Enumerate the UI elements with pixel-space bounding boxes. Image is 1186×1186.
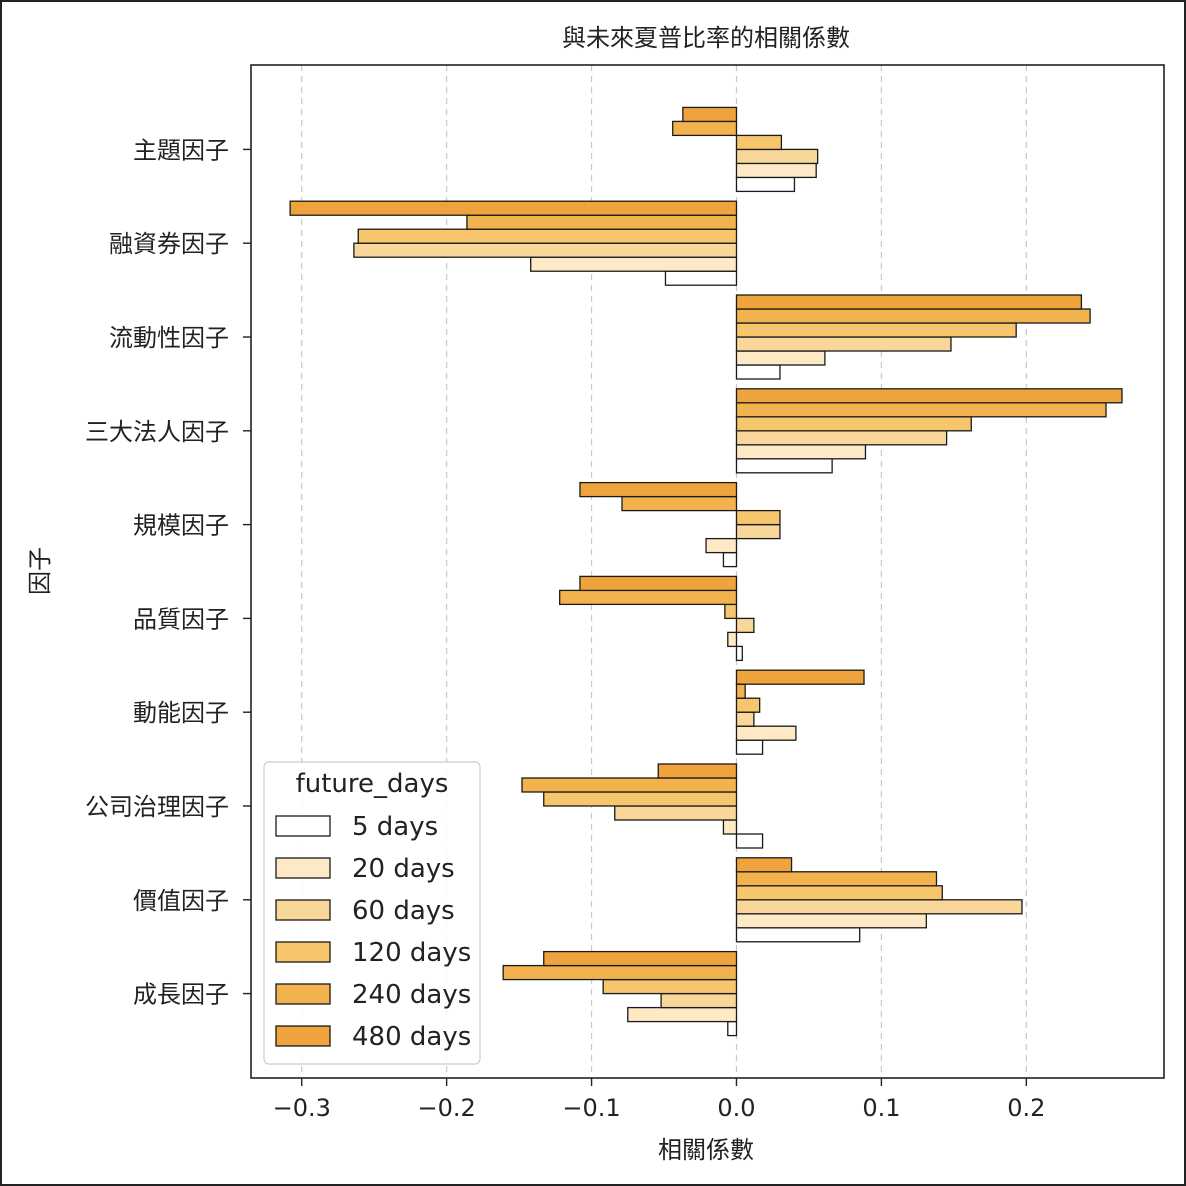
bar (735, 857, 793, 873)
legend-swatch (275, 857, 331, 879)
bar (724, 603, 738, 620)
bar (735, 294, 1083, 310)
bar (543, 950, 738, 967)
bar (727, 631, 738, 648)
category-label: 價值因子 (133, 887, 229, 915)
category-label: 規模因子 (133, 512, 229, 540)
legend-label: 120 days (352, 938, 471, 968)
bar (353, 242, 738, 258)
legend-swatch (275, 899, 331, 921)
bar (735, 336, 952, 352)
bar (735, 350, 826, 366)
bar (735, 509, 781, 526)
bar (660, 992, 738, 1009)
bar (735, 899, 1023, 915)
bar (722, 819, 738, 835)
bar (735, 308, 1091, 324)
bar (735, 871, 938, 887)
legend-swatch (275, 1025, 331, 1047)
category-label: 公司治理因子 (85, 793, 229, 821)
bar (722, 551, 738, 568)
bar (672, 120, 738, 137)
bar (735, 645, 743, 662)
bar (735, 430, 948, 446)
bar (735, 617, 755, 634)
x-tick-label: 0.2 (1007, 1094, 1045, 1122)
bar (579, 481, 738, 498)
category-label: 融資券因子 (109, 230, 229, 258)
legend-label: 240 days (352, 980, 471, 1010)
bar (727, 1020, 738, 1037)
bar (705, 537, 738, 554)
bar (735, 444, 867, 460)
legend-title: future_days (296, 769, 449, 799)
bar (735, 416, 972, 432)
bar (735, 913, 927, 929)
bar (627, 1006, 738, 1023)
bar (735, 697, 761, 713)
x-axis: −0.3 −0.2 −0.1 0.0 0.1 0.2 (273, 1078, 1045, 1122)
bar (735, 523, 781, 540)
bar (621, 495, 738, 512)
legend-swatch (275, 983, 331, 1005)
y-axis: 主題因子融資券因子流動性因子三大法人因子規模因子品質因子動能因子公司治理因子價值… (85, 136, 251, 1009)
bar (530, 256, 738, 272)
bar (735, 739, 764, 755)
bar (735, 134, 783, 151)
bar (735, 725, 797, 741)
bar (735, 927, 861, 943)
legend-label: 60 days (352, 896, 455, 926)
bar (735, 176, 796, 193)
legend-items: 5 days 20 days 60 days 120 days 240 days 480 … (275, 812, 471, 1052)
category-label: 主題因子 (133, 136, 229, 164)
bar (735, 458, 833, 474)
bar (502, 964, 738, 981)
bar (735, 364, 781, 380)
y-axis-title: 因子 (26, 547, 54, 595)
bar (614, 805, 738, 821)
x-tick-label: −0.2 (418, 1094, 476, 1122)
x-tick-label: −0.1 (562, 1094, 620, 1122)
category-label: 品質因子 (133, 605, 229, 633)
bars (289, 106, 1123, 1037)
chart-title: 與未來夏普比率的相關係數 (562, 24, 850, 52)
category-label: 流動性因子 (109, 324, 229, 352)
bar (682, 106, 738, 123)
bar (357, 228, 738, 244)
plot-area-border (250, 64, 1165, 1079)
bar (521, 777, 738, 793)
bar (664, 270, 738, 286)
category-label: 成長因子 (133, 981, 229, 1009)
bar (657, 763, 738, 779)
bar (735, 388, 1123, 404)
bar (735, 162, 817, 179)
bar (735, 322, 1017, 338)
legend-swatch (275, 815, 331, 837)
bar (735, 669, 865, 685)
bar (602, 978, 738, 995)
category-label: 三大法人因子 (85, 418, 229, 446)
bar (466, 214, 738, 230)
bar (559, 589, 738, 606)
x-tick-label: 0.0 (717, 1094, 755, 1122)
legend-label: 20 days (352, 854, 455, 884)
bar (735, 885, 943, 901)
legend-swatch (275, 941, 331, 963)
bar (289, 200, 738, 216)
legend-label: 480 days (352, 1022, 471, 1052)
category-label: 動能因子 (133, 699, 229, 727)
bar (735, 683, 746, 699)
bar (735, 833, 764, 849)
bar (735, 402, 1107, 418)
bar (543, 791, 738, 807)
x-tick-label: −0.3 (273, 1094, 331, 1122)
legend: future_days 5 days 20 days 60 days 120 days… (263, 761, 481, 1065)
x-tick-label: 0.1 (862, 1094, 900, 1122)
bar (735, 711, 755, 727)
legend-label: 5 days (352, 812, 438, 842)
bar (735, 148, 819, 165)
bar (579, 575, 738, 592)
x-axis-title: 相關係數 (658, 1136, 754, 1164)
